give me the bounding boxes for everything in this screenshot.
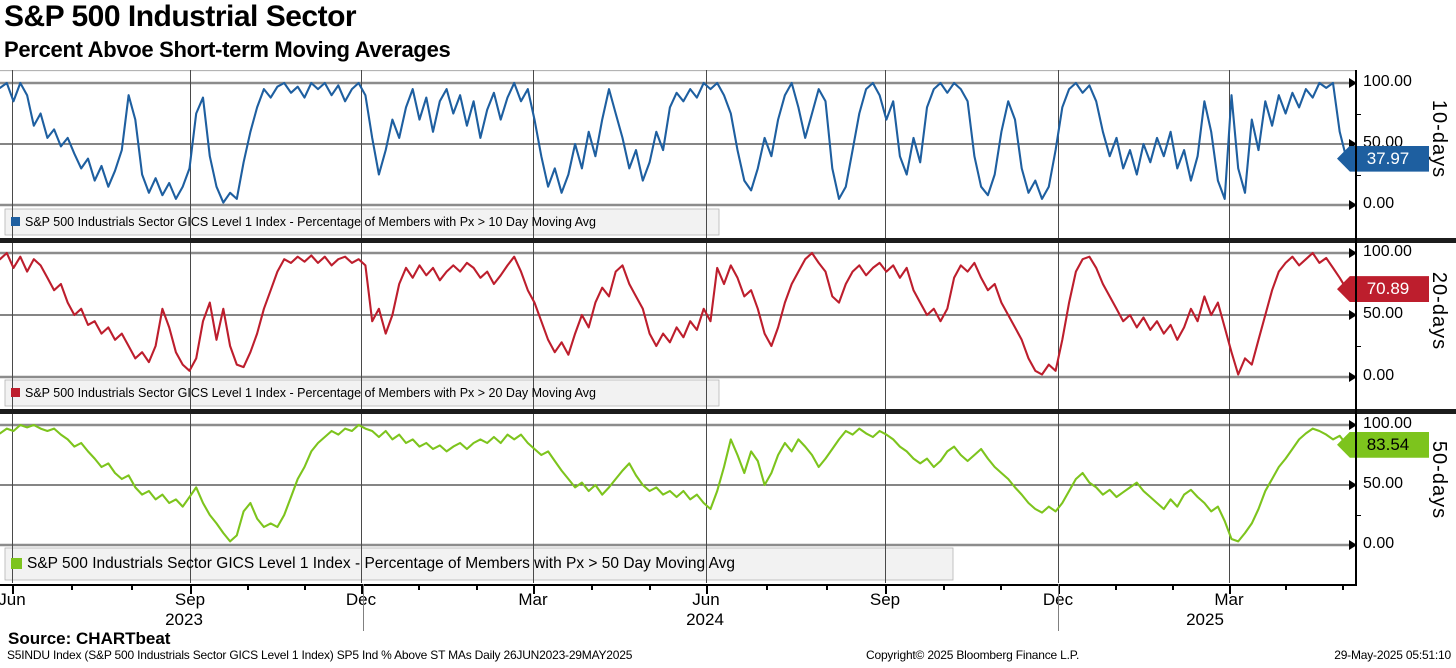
legend-label: S&P 500 Industrials Sector GICS Level 1 …	[25, 214, 597, 229]
x-tick-minor	[71, 586, 73, 590]
year-separator-line	[363, 584, 364, 631]
x-tick-major	[12, 586, 14, 594]
ytick-arrow-icon	[1349, 310, 1357, 320]
legend-item-20-days[interactable]: S&P 500 Industrials Sector GICS Level 1 …	[7, 380, 721, 405]
ytick-arrow-icon	[1349, 200, 1357, 210]
x-month-label-Mar: Mar	[518, 590, 548, 609]
ytick-arrow-icon	[1349, 78, 1357, 88]
x-tick-minor	[826, 586, 828, 590]
ytick-label-50: 50.00	[1363, 305, 1404, 322]
x-month-label-Jun: Jun	[692, 590, 720, 609]
footer-timestamp: 29-May-2025 05:51:10	[1334, 648, 1451, 662]
ytick-label-50: 50.00	[1363, 475, 1404, 492]
ytick-minor	[1355, 174, 1361, 176]
last-value-badge-50-days: 83.54	[1337, 431, 1429, 458]
page-title: S&P 500 Industrial Sector	[4, 0, 357, 33]
ytick-label-100: 100.00	[1363, 243, 1412, 260]
series-line-10-days	[0, 81, 1348, 204]
legend-item-10-days[interactable]: S&P 500 Industrials Sector GICS Level 1 …	[7, 209, 721, 234]
x-tick-major	[361, 586, 363, 594]
ytick-label-100: 100.00	[1363, 415, 1412, 432]
ytick-arrow-icon	[1349, 139, 1357, 149]
x-month-label-Dec: Dec	[345, 590, 377, 609]
panel-plot-10-days[interactable]	[0, 70, 1357, 238]
x-tick-major	[533, 586, 535, 594]
panel-plot-20-days[interactable]	[0, 243, 1357, 409]
page-subtitle: Percent Abvoe Short-term Moving Averages	[4, 37, 451, 62]
x-year-label-2023: 2023	[165, 610, 203, 629]
x-tick-minor	[1285, 586, 1287, 590]
x-tick-minor	[131, 586, 133, 590]
x-tick-major	[190, 586, 192, 594]
ytick-arrow-icon	[1349, 372, 1357, 382]
x-tick-minor	[1342, 586, 1344, 590]
ytick-arrow-icon	[1349, 248, 1357, 258]
ytick-arrow-icon	[1349, 420, 1357, 430]
x-month-label-Mar: Mar	[1214, 590, 1244, 609]
series-line-50-days	[0, 423, 1348, 543]
legend-background	[4, 547, 954, 581]
footer-ticker-info: S5INDU Index (S&P 500 Industrials Sector…	[7, 648, 633, 662]
last-value-badge-10-days: 37.97	[1337, 145, 1429, 172]
x-tick-minor	[943, 586, 945, 590]
x-tick-minor	[1172, 586, 1174, 590]
x-tick-minor	[1115, 586, 1117, 590]
legend-swatch-icon	[11, 558, 22, 569]
ytick-arrow-icon	[1349, 540, 1357, 550]
legend-item-50-days[interactable]: S&P 500 Industrials Sector GICS Level 1 …	[7, 548, 955, 579]
panel-plot-50-days[interactable]	[0, 414, 1357, 583]
last-value-badge-20-days: 70.89	[1337, 276, 1429, 303]
x-tick-major	[1229, 586, 1231, 594]
x-year-label-2025: 2025	[1186, 610, 1224, 629]
x-tick-major	[706, 586, 708, 594]
x-tick-minor	[418, 586, 420, 590]
ytick-label-0: 0.00	[1363, 535, 1395, 552]
footer-copyright: Copyright© 2025 Bloomberg Finance L.P.	[866, 648, 1080, 662]
ytick-minor	[1355, 515, 1361, 516]
panel-separator	[0, 238, 1456, 243]
ytick-arrow-icon	[1349, 480, 1357, 490]
ytick-minor	[1355, 346, 1361, 347]
panel-side-label-50-days: 50-days	[1428, 440, 1450, 520]
legend-swatch-icon	[11, 217, 20, 226]
year-separator-line	[1058, 584, 1059, 631]
x-tick-minor	[476, 586, 478, 590]
ytick-label-0: 0.00	[1363, 367, 1395, 384]
x-tick-minor	[304, 586, 306, 590]
x-tick-major	[1058, 586, 1060, 594]
x-tick-minor	[591, 586, 593, 590]
panel-separator	[0, 409, 1456, 414]
x-tick-minor	[1000, 586, 1002, 590]
ytick-minor	[1355, 113, 1361, 115]
x-tick-minor	[649, 586, 651, 590]
x-month-label-Sep: Sep	[174, 590, 206, 609]
ytick-label-100: 100.00	[1363, 73, 1412, 90]
series-line-20-days	[0, 251, 1348, 376]
x-month-label-Jun: Jun	[0, 590, 26, 609]
x-axis-line	[0, 584, 1357, 586]
legend-label: S&P 500 Industrials Sector GICS Level 1 …	[25, 385, 597, 400]
legend-swatch-icon	[11, 388, 20, 397]
x-month-label-Sep: Sep	[869, 590, 901, 609]
x-tick-minor	[766, 586, 768, 590]
panel-side-label-20-days: 20-days	[1428, 271, 1450, 350]
source-credit: Source: CHARTbeat	[8, 629, 171, 648]
x-tick-major	[885, 586, 887, 594]
x-tick-minor	[247, 586, 249, 590]
legend-label: S&P 500 Industrials Sector GICS Level 1 …	[27, 554, 736, 572]
x-year-label-2024: 2024	[686, 610, 724, 629]
panel-side-label-10-days: 10-days	[1428, 99, 1450, 178]
y-axis-line	[1355, 70, 1357, 584]
ytick-label-0: 0.00	[1363, 195, 1395, 212]
